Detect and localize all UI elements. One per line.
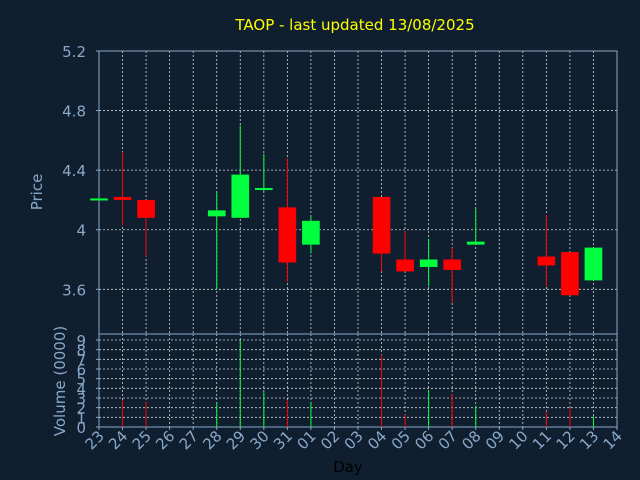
- volume-bars: [122, 340, 594, 427]
- x-tick-label: 26: [152, 427, 178, 453]
- x-axis-label: Day: [333, 458, 363, 476]
- candle-body: [466, 241, 485, 245]
- candle-body: [443, 259, 462, 270]
- x-tick-label: 28: [199, 427, 225, 453]
- x-tick-label: 24: [105, 427, 131, 453]
- x-tick-label: 05: [388, 427, 414, 453]
- x-tick-label: 06: [411, 427, 437, 453]
- candle-body: [372, 196, 391, 254]
- candle-body: [584, 247, 603, 281]
- price-tick-label: 4.8: [62, 103, 86, 121]
- x-tick-label: 07: [435, 427, 461, 453]
- x-tick-label: 08: [458, 427, 484, 453]
- price-tick-label: 4.4: [62, 162, 86, 180]
- candle-body: [396, 259, 414, 272]
- candle-body: [207, 210, 226, 217]
- x-tick-label: 25: [129, 427, 155, 453]
- volume-tick-label: 7: [76, 351, 86, 369]
- candle-body: [137, 199, 155, 218]
- x-tick-label: 13: [576, 427, 602, 453]
- candle-body: [419, 259, 438, 267]
- price-tick-label: 4: [76, 222, 86, 240]
- volume-tick-label: 8: [76, 342, 86, 360]
- candle-body: [90, 198, 108, 201]
- x-tick-label: 01: [294, 427, 320, 453]
- price-tick-label: 3.6: [62, 281, 86, 299]
- candle-body: [231, 174, 250, 218]
- x-axis: 2324252627282930310102030405060708091011…: [82, 427, 626, 453]
- chart-title: TAOP - last updated 13/08/2025: [234, 16, 474, 34]
- volume-tick-label: 1: [76, 409, 86, 427]
- candle-body: [113, 196, 132, 200]
- volume-tick-label: 2: [76, 400, 86, 418]
- volume-tick-label: 3: [76, 390, 86, 408]
- x-tick-label: 31: [270, 427, 296, 453]
- x-tick-label: 04: [364, 427, 390, 453]
- x-tick-label: 10: [505, 427, 531, 453]
- x-tick-label: 14: [600, 427, 626, 453]
- x-tick-label: 02: [317, 427, 343, 453]
- candles: [90, 125, 603, 303]
- candle-body: [302, 220, 320, 245]
- volume-grid: [99, 334, 617, 427]
- x-tick-label: 11: [529, 427, 555, 453]
- volume-tick-label: 0: [76, 419, 86, 437]
- volume-tick-label: 9: [76, 332, 86, 350]
- volume-tick-label: 5: [76, 371, 86, 389]
- x-tick-label: 03: [341, 427, 367, 453]
- price-tick-label: 5.2: [62, 43, 86, 61]
- price-y-axis: 3.6 4 4.4 4.8 5.2: [62, 43, 99, 299]
- x-tick-label: 30: [246, 427, 272, 453]
- candle-body: [537, 256, 556, 266]
- x-tick-label: 27: [176, 427, 202, 453]
- candle-body: [561, 252, 579, 296]
- x-tick-label: 09: [482, 427, 508, 453]
- candle-body: [278, 207, 297, 263]
- price-axis-label: Price: [28, 174, 46, 211]
- candle-body: [254, 188, 273, 191]
- x-tick-label: 29: [223, 427, 249, 453]
- volume-tick-label: 4: [76, 380, 86, 398]
- x-tick-label: 12: [553, 427, 579, 453]
- volume-axis-label: Volume (0000): [51, 326, 69, 436]
- price-grid: [99, 51, 617, 334]
- volume-tick-label: 6: [76, 361, 86, 379]
